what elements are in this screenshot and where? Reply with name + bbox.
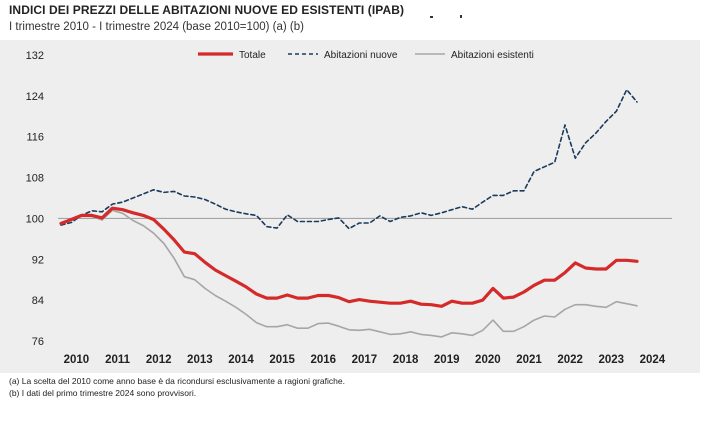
x-tick-label: 2020 bbox=[475, 354, 501, 366]
decorative-mark bbox=[430, 16, 433, 18]
x-tick-label: 2014 bbox=[228, 354, 254, 366]
y-tick-label: 92 bbox=[32, 254, 44, 266]
y-tick-label: 84 bbox=[32, 295, 44, 307]
legend-label: Totale bbox=[239, 50, 266, 61]
y-tick-label: 76 bbox=[32, 336, 44, 348]
x-tick-label: 2013 bbox=[187, 354, 213, 366]
x-tick-label: 2012 bbox=[146, 354, 172, 366]
chart-subtitle: I trimestre 2010 - I trimestre 2024 (bas… bbox=[9, 21, 304, 33]
x-tick-label: 2018 bbox=[393, 354, 419, 366]
x-tick-label: 2011 bbox=[105, 354, 131, 366]
line-chart: 76 84 92 100 108 116 124 132 2010 2011 2012 2013 201… bbox=[26, 50, 672, 366]
x-tick-label: 2022 bbox=[557, 354, 583, 366]
legend-label: Abitazioni nuove bbox=[324, 50, 398, 61]
footnotes: (a) La scelta del 2010 come anno base è … bbox=[9, 375, 345, 399]
x-tick-label: 2015 bbox=[269, 354, 295, 366]
y-tick-label: 116 bbox=[26, 132, 44, 144]
y-tick-label: 132 bbox=[26, 50, 44, 62]
chart-panel bbox=[0, 40, 700, 373]
chart-title: INDICI DEI PREZZI DELLE ABITAZIONI NUOVE… bbox=[9, 3, 405, 17]
x-tick-label: 2010 bbox=[64, 354, 90, 366]
y-tick-label: 108 bbox=[26, 173, 44, 185]
x-tick-label: 2016 bbox=[310, 354, 336, 366]
series-line-0 bbox=[59, 206, 639, 308]
y-tick-label: 124 bbox=[26, 91, 44, 103]
footnote-a: (a) La scelta del 2010 come anno base è … bbox=[9, 376, 345, 386]
x-tick-label: 2017 bbox=[352, 354, 378, 366]
x-tick-label: 2024 bbox=[640, 354, 666, 366]
legend-label: Abitazioni esistenti bbox=[451, 50, 534, 61]
footnote-b: (b) I dati del primo trimestre 2024 sono… bbox=[9, 388, 197, 398]
x-tick-label: 2019 bbox=[434, 354, 460, 366]
decorative-mark bbox=[460, 15, 462, 18]
x-tick-label: 2021 bbox=[516, 354, 542, 366]
y-tick-label: 100 bbox=[26, 213, 44, 225]
series-line-2 bbox=[60, 209, 638, 338]
x-tick-label: 2023 bbox=[598, 354, 624, 366]
series-line-1 bbox=[60, 88, 638, 230]
